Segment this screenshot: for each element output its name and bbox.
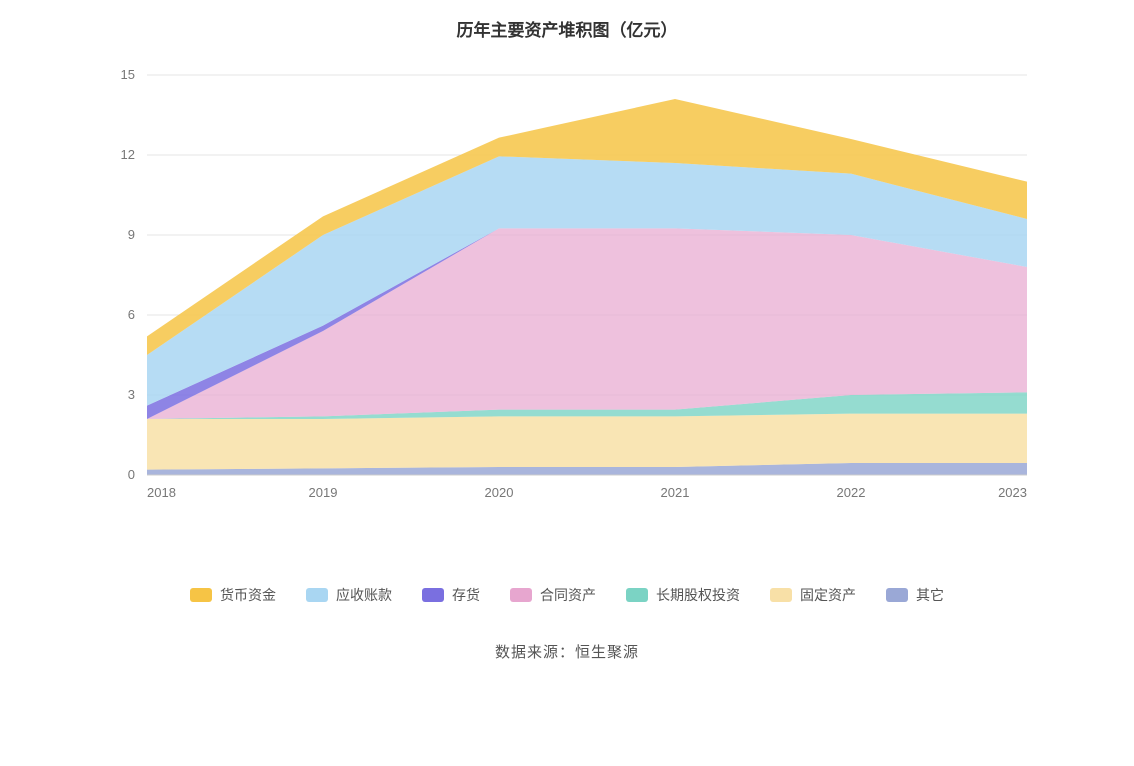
y-tick-label: 3 xyxy=(128,387,135,402)
legend-item[interactable]: 应收账款 xyxy=(306,585,392,605)
stacked-area-chart: 0 3 6 9 12 15 2018 2019 2020 2021 2022 2023 xyxy=(87,55,1047,515)
legend-swatch xyxy=(422,588,444,602)
x-tick-label: 2018 xyxy=(147,485,176,500)
legend-item[interactable]: 长期股权投资 xyxy=(626,585,740,605)
legend-label: 货币资金 xyxy=(220,585,276,605)
chart-legend: 货币资金 应收账款 存货 合同资产 长期股权投资 固定资产 其它 xyxy=(117,585,1017,605)
legend-label: 其它 xyxy=(916,585,944,605)
x-tick-label: 2019 xyxy=(309,485,338,500)
chart-title: 历年主要资产堆积图（亿元） xyxy=(0,0,1134,41)
x-tick-label: 2022 xyxy=(837,485,866,500)
legend-swatch xyxy=(306,588,328,602)
legend-swatch xyxy=(510,588,532,602)
data-source-label: 数据来源：恒生聚源 xyxy=(0,641,1134,662)
legend-label: 应收账款 xyxy=(336,585,392,605)
legend-item[interactable]: 存货 xyxy=(422,585,480,605)
legend-item[interactable]: 固定资产 xyxy=(770,585,856,605)
y-tick-label: 9 xyxy=(128,227,135,242)
y-tick-label: 0 xyxy=(128,467,135,482)
y-tick-label: 12 xyxy=(121,147,135,162)
legend-label: 长期股权投资 xyxy=(656,585,740,605)
legend-swatch xyxy=(190,588,212,602)
y-tick-label: 6 xyxy=(128,307,135,322)
legend-item[interactable]: 合同资产 xyxy=(510,585,596,605)
area-series xyxy=(147,414,1027,470)
legend-swatch xyxy=(770,588,792,602)
legend-label: 合同资产 xyxy=(540,585,596,605)
page-root: 历年主要资产堆积图（亿元） 0 3 6 9 12 15 2018 2019 2020 2021 20… xyxy=(0,0,1134,766)
legend-label: 固定资产 xyxy=(800,585,856,605)
chart-svg: 0 3 6 9 12 15 2018 2019 2020 2021 2022 2023 xyxy=(87,55,1047,515)
legend-label: 存货 xyxy=(452,585,480,605)
legend-swatch xyxy=(626,588,648,602)
legend-swatch xyxy=(886,588,908,602)
x-tick-label: 2020 xyxy=(485,485,514,500)
y-tick-label: 15 xyxy=(121,67,135,82)
legend-item[interactable]: 货币资金 xyxy=(190,585,276,605)
x-tick-label: 2023 xyxy=(998,485,1027,500)
x-tick-label: 2021 xyxy=(661,485,690,500)
legend-item[interactable]: 其它 xyxy=(886,585,944,605)
